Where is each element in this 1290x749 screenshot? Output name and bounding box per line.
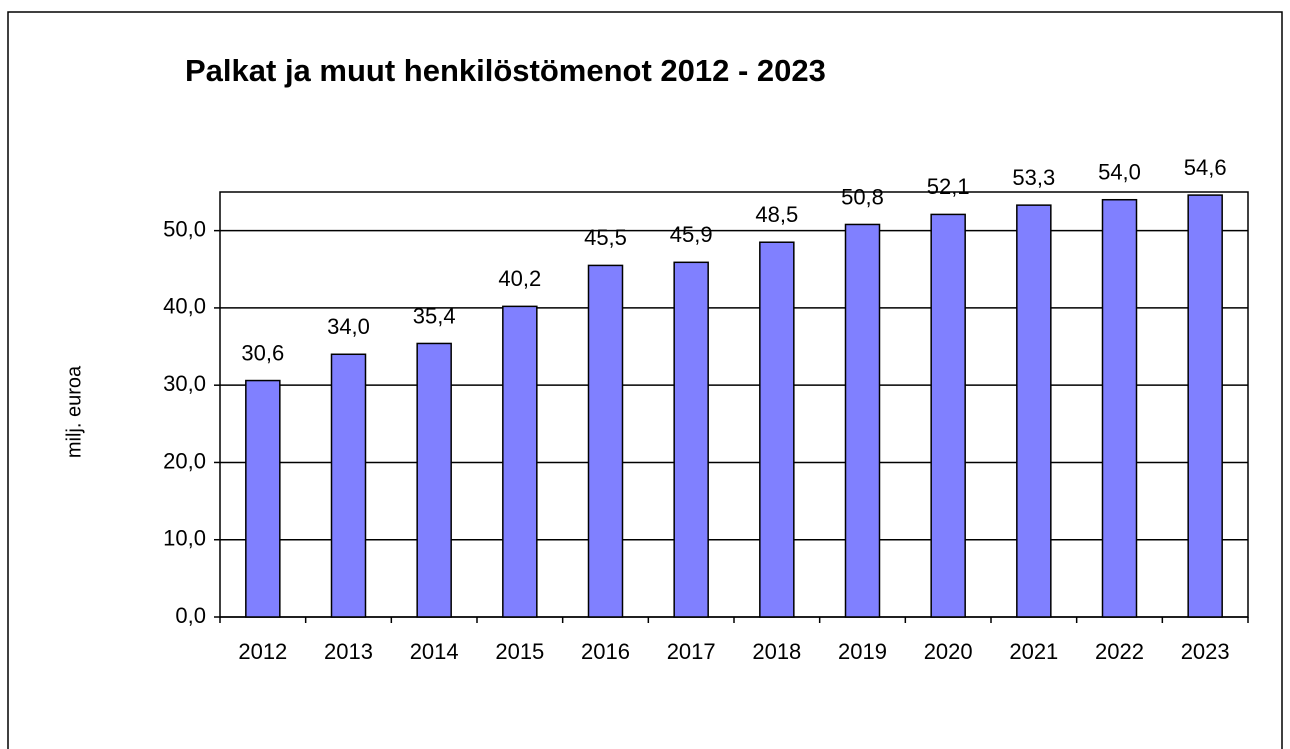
- data-label: 45,5: [584, 225, 627, 250]
- x-tick-label: 2023: [1181, 639, 1230, 664]
- data-label: 53,3: [1012, 165, 1055, 190]
- bar: [1016, 204, 1052, 618]
- y-axis-label: milj. euroa: [63, 365, 85, 458]
- x-tick-label: 2016: [581, 639, 630, 664]
- y-tick-label: 30,0: [163, 371, 206, 396]
- data-label: 34,0: [327, 314, 370, 339]
- data-label: 30,6: [241, 340, 284, 365]
- bar: [587, 264, 624, 618]
- x-tick-label: 2021: [1009, 639, 1058, 664]
- bar: [673, 261, 709, 618]
- x-tick-label: 2017: [667, 639, 716, 664]
- bar: [930, 213, 966, 618]
- data-label: 50,8: [841, 184, 884, 209]
- data-label: 40,2: [498, 266, 541, 291]
- data-label: 54,0: [1098, 160, 1141, 185]
- x-tick-label: 2014: [410, 639, 459, 664]
- x-tick-label: 2019: [838, 639, 887, 664]
- bar: [1187, 194, 1223, 618]
- x-tick-label: 2015: [495, 639, 544, 664]
- bar: [245, 379, 281, 618]
- data-label: 45,9: [670, 222, 713, 247]
- bar: [416, 342, 452, 618]
- plot-area: [219, 191, 1249, 618]
- y-tick-label: 40,0: [163, 294, 206, 319]
- bar: [1101, 198, 1138, 618]
- x-tick-label: 2022: [1095, 639, 1144, 664]
- y-tick-label: 50,0: [163, 216, 206, 241]
- bar: [844, 223, 881, 618]
- y-tick-label: 0,0: [175, 603, 206, 628]
- y-tick-label: 10,0: [163, 526, 206, 551]
- bar: [502, 305, 538, 618]
- x-tick-label: 2018: [752, 639, 801, 664]
- data-label: 35,4: [413, 303, 456, 328]
- bar: [330, 353, 367, 618]
- x-tick-label: 2020: [924, 639, 973, 664]
- x-tick-label: 2012: [238, 639, 287, 664]
- bar: [759, 241, 795, 618]
- chart-title: Palkat ja muut henkilöstömenot 2012 - 20…: [185, 53, 826, 88]
- data-label: 52,1: [927, 174, 970, 199]
- data-label: 48,5: [755, 202, 798, 227]
- x-tick-label: 2013: [324, 639, 373, 664]
- y-tick-label: 20,0: [163, 448, 206, 473]
- data-label: 54,6: [1184, 155, 1227, 180]
